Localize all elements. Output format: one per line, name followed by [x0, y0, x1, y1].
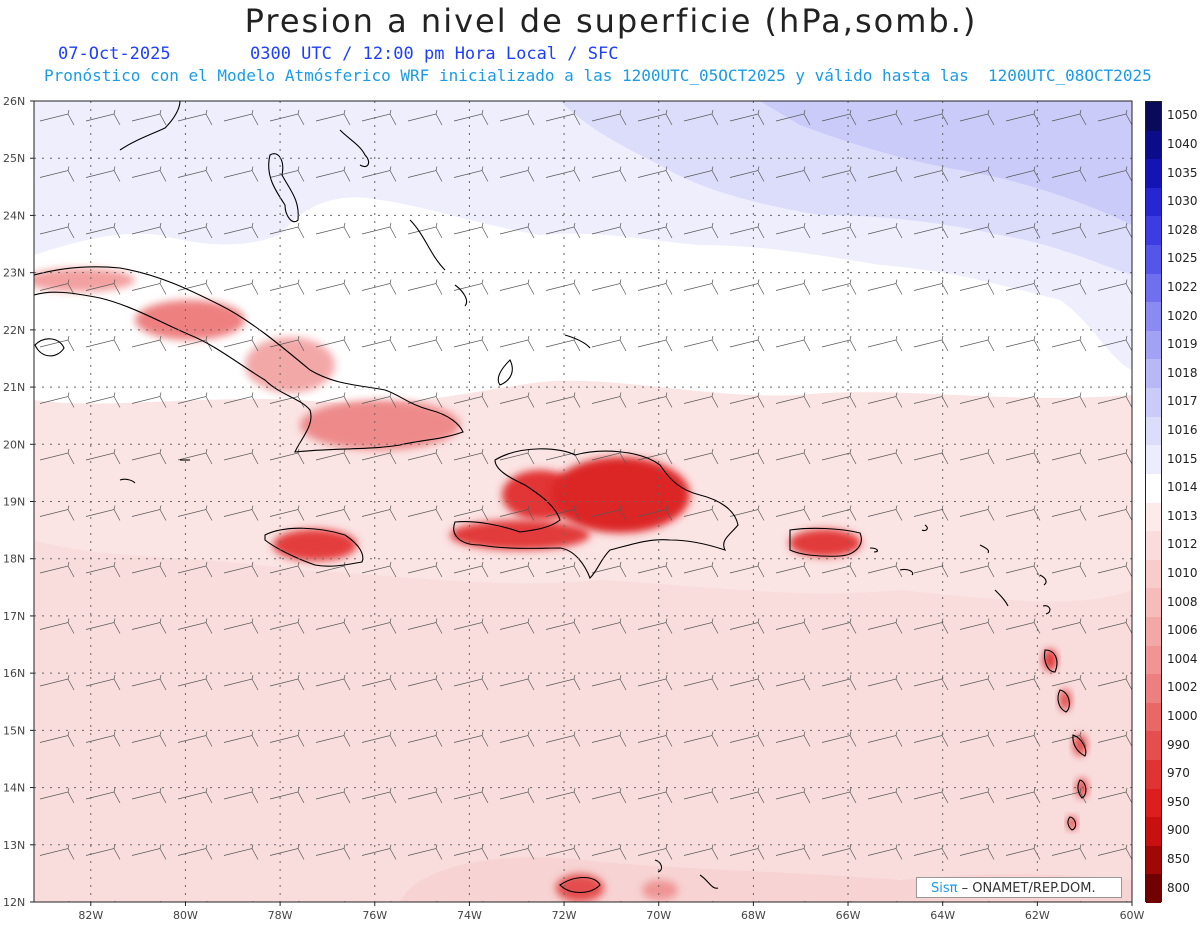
legend-swatch — [1146, 759, 1161, 789]
legend-label: 1012 — [1167, 537, 1198, 552]
legend-swatch — [1146, 216, 1161, 246]
lat-label: 18N — [3, 553, 25, 566]
coastlines — [34, 101, 1087, 894]
lat-label: 15N — [3, 724, 25, 737]
legend-swatch — [1146, 788, 1161, 818]
lat-label: 13N — [3, 839, 25, 852]
legend-label: 1019 — [1167, 337, 1198, 352]
lon-label: 64W — [930, 909, 955, 922]
legend-swatch — [1146, 645, 1161, 675]
lat-label: 14N — [3, 782, 25, 795]
legend-label: 970 — [1167, 766, 1190, 781]
lon-label: 76W — [362, 909, 387, 922]
legend-swatch — [1146, 616, 1161, 646]
legend-swatch — [1146, 359, 1161, 389]
legend-swatch — [1146, 502, 1161, 532]
pressure-legend — [1145, 101, 1162, 904]
legend-swatch — [1146, 731, 1161, 761]
legend-swatch — [1146, 473, 1161, 503]
legend-label: 1020 — [1167, 308, 1198, 323]
lat-label: 21N — [3, 381, 25, 394]
legend-label: 1014 — [1167, 480, 1198, 495]
legend-label: 900 — [1167, 823, 1190, 838]
lat-label: 17N — [3, 610, 25, 623]
legend-label: 1040 — [1167, 136, 1198, 151]
legend-swatch — [1146, 817, 1161, 847]
legend-label: 1008 — [1167, 594, 1198, 609]
model-info: Pronóstico con el Modelo Atmósferico WRF… — [44, 66, 1152, 85]
lat-label: 25N — [3, 152, 25, 165]
credit-brand: Sisπ — [931, 881, 958, 896]
legend-label: 1013 — [1167, 508, 1198, 523]
lon-label: 66W — [836, 909, 861, 922]
legend-label: 1030 — [1167, 194, 1198, 209]
credit-box: Sisπ – ONAMET/REP.DOM. — [916, 877, 1122, 898]
lon-label: 82W — [78, 909, 103, 922]
lat-lon-grid — [34, 101, 1132, 902]
lat-label: 16N — [3, 667, 25, 680]
legend-label: 1015 — [1167, 451, 1198, 466]
legend-swatch — [1146, 245, 1161, 275]
legend-swatch — [1146, 874, 1161, 904]
lat-label: 22N — [3, 324, 25, 337]
forecast-date: 07-Oct-2025 — [58, 44, 171, 64]
legend-label: 1018 — [1167, 365, 1198, 380]
legend-swatch — [1146, 102, 1161, 131]
lon-label: 72W — [552, 909, 577, 922]
legend-swatch — [1146, 273, 1161, 303]
legend-label: 1025 — [1167, 251, 1198, 266]
lon-label: 68W — [741, 909, 766, 922]
legend-label: 950 — [1167, 794, 1190, 809]
forecast-time: 0300 UTC / 12:00 pm Hora Local / SFC — [250, 44, 619, 64]
legend-swatch — [1146, 845, 1161, 875]
legend-label: 1010 — [1167, 566, 1198, 581]
lat-label: 23N — [3, 267, 25, 280]
lat-label: 12N — [3, 896, 25, 909]
credit-text: – ONAMET/REP.DOM. — [957, 881, 1096, 896]
legend-label: 850 — [1167, 852, 1190, 867]
legend-label: 1028 — [1167, 222, 1198, 237]
legend-label: 1002 — [1167, 680, 1198, 695]
lat-label: 26N — [3, 95, 25, 108]
legend-label: 1017 — [1167, 394, 1198, 409]
lon-label: 60W — [1120, 909, 1145, 922]
lat-label: 24N — [3, 209, 25, 222]
legend-swatch — [1146, 302, 1161, 332]
lon-label: 80W — [173, 909, 198, 922]
longitude-labels: 82W 80W 78W 76W 74W 72W 70W 68W 66W 64W 62W 60W — [78, 902, 1145, 922]
legend-swatch — [1146, 702, 1161, 732]
lat-label: 19N — [3, 496, 25, 509]
legend-swatch — [1146, 445, 1161, 475]
legend-label: 1035 — [1167, 165, 1198, 180]
legend-label: 1022 — [1167, 279, 1198, 294]
legend-swatch — [1146, 559, 1161, 589]
legend-label: 1000 — [1167, 709, 1198, 724]
legend-label: 1006 — [1167, 623, 1198, 638]
legend-swatch — [1146, 330, 1161, 360]
lon-label: 78W — [268, 909, 293, 922]
legend-swatch — [1146, 588, 1161, 618]
legend-swatch — [1146, 388, 1161, 418]
legend-swatch — [1146, 130, 1161, 160]
lon-label: 74W — [457, 909, 482, 922]
legend-label: 1050 — [1167, 108, 1198, 123]
legend-label: 990 — [1167, 737, 1190, 752]
wind-barbs — [34, 101, 1132, 902]
legend-label: 800 — [1167, 880, 1190, 895]
latitude-labels: 26N 25N 24N 23N 22N 21N 20N 19N 18N 17N 16N 15N 14N 1… — [3, 95, 34, 909]
legend-swatch — [1146, 531, 1161, 561]
legend-swatch — [1146, 159, 1161, 189]
lat-label: 20N — [3, 438, 25, 451]
legend-swatch — [1146, 674, 1161, 704]
legend-swatch — [1146, 187, 1161, 217]
legend-label: 1004 — [1167, 651, 1198, 666]
legend-swatch — [1146, 416, 1161, 446]
lon-label: 62W — [1025, 909, 1050, 922]
map-title: Presion a nivel de superficie (hPa,somb.… — [244, 2, 978, 40]
legend-label: 1016 — [1167, 422, 1198, 437]
lon-label: 70W — [646, 909, 671, 922]
